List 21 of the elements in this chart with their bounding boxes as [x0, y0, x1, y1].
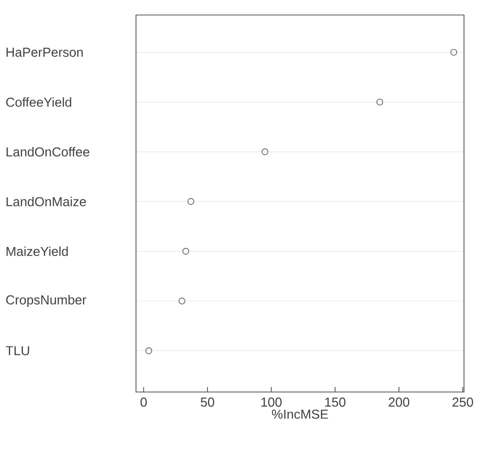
x-tick-label: 50: [200, 398, 214, 407]
y-tick-label: CropsNumber: [6, 294, 86, 308]
point: [188, 198, 194, 205]
y-tick-label: CoffeeYield: [6, 97, 72, 107]
x-tick-label: 0: [140, 398, 147, 407]
x-tick-label: 100: [261, 398, 282, 407]
x-tick-label: 200: [388, 398, 410, 407]
y-tick-label: LandOnMaize: [6, 196, 86, 206]
x-tick-label: 150: [325, 398, 346, 407]
point: [376, 98, 384, 106]
point: [178, 298, 186, 304]
y-tick-label: HaPerPerson: [6, 48, 83, 57]
point: [145, 347, 152, 354]
point: [182, 248, 190, 255]
x-tick-label: 250: [452, 398, 474, 407]
x-axis-title: %IncMSE: [272, 410, 328, 419]
point: [450, 48, 458, 56]
point: [262, 148, 268, 156]
y-tick-label: LandOnCoffee: [6, 146, 90, 157]
y-tick-label: TLU: [6, 346, 30, 356]
y-tick-label: MaizeYield: [6, 246, 68, 256]
